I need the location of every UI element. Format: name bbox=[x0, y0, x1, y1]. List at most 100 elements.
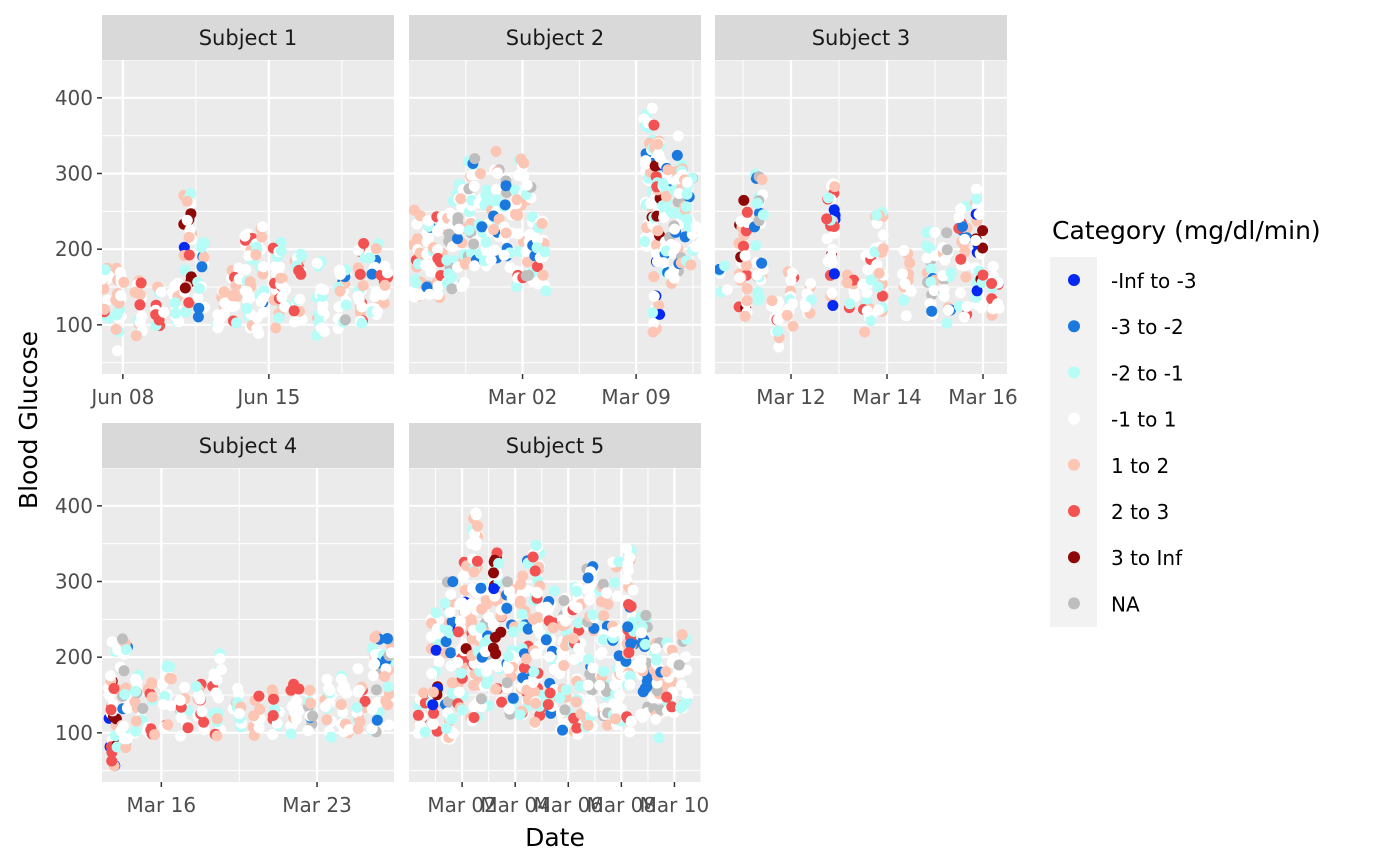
data-point bbox=[476, 221, 488, 233]
data-point bbox=[740, 259, 752, 271]
data-point bbox=[567, 632, 579, 644]
data-point bbox=[447, 241, 459, 253]
data-point bbox=[648, 317, 660, 329]
data-point bbox=[636, 627, 647, 639]
data-point bbox=[827, 300, 839, 311]
data-point bbox=[369, 632, 381, 644]
data-point bbox=[135, 277, 147, 289]
data-point bbox=[501, 677, 513, 689]
data-point bbox=[466, 538, 478, 550]
data-point bbox=[873, 267, 885, 279]
data-point bbox=[118, 276, 130, 288]
legend-key-1-to-1 bbox=[1068, 412, 1080, 425]
data-point bbox=[175, 712, 187, 723]
data-point bbox=[149, 729, 160, 741]
data-point bbox=[115, 290, 127, 302]
data-point bbox=[370, 649, 381, 661]
data-point bbox=[251, 312, 263, 324]
data-point bbox=[446, 616, 458, 628]
data-point bbox=[676, 679, 687, 691]
data-point bbox=[227, 290, 239, 302]
data-point bbox=[928, 285, 940, 296]
data-point bbox=[199, 237, 210, 249]
data-point bbox=[540, 285, 552, 297]
data-point bbox=[959, 233, 971, 245]
data-point bbox=[164, 672, 176, 684]
data-point bbox=[571, 585, 583, 597]
data-point bbox=[822, 192, 834, 204]
data-point bbox=[739, 310, 751, 322]
data-point bbox=[366, 723, 378, 735]
data-point bbox=[772, 314, 784, 326]
data-point bbox=[518, 157, 530, 169]
data-point bbox=[624, 679, 636, 691]
x-tick-label: Mar 10 bbox=[640, 793, 710, 817]
data-point bbox=[137, 703, 149, 714]
data-point bbox=[488, 567, 499, 579]
data-point bbox=[653, 732, 665, 744]
data-point bbox=[921, 252, 933, 264]
legend-label: 2 to 3 bbox=[1111, 500, 1169, 524]
y-tick-label: 200 bbox=[55, 645, 93, 669]
data-point bbox=[756, 257, 768, 269]
data-point bbox=[977, 269, 989, 281]
data-point bbox=[954, 287, 966, 299]
data-point bbox=[941, 317, 953, 329]
data-point bbox=[859, 326, 871, 338]
data-point bbox=[155, 286, 167, 298]
data-point bbox=[183, 249, 195, 261]
data-point bbox=[241, 302, 253, 314]
data-point bbox=[419, 726, 431, 738]
data-point bbox=[325, 731, 337, 743]
data-point bbox=[926, 305, 938, 317]
data-point bbox=[520, 270, 532, 282]
data-point bbox=[430, 644, 442, 656]
data-point bbox=[624, 726, 636, 738]
data-point bbox=[540, 634, 552, 646]
data-point bbox=[129, 696, 141, 708]
legend-key-na bbox=[1068, 597, 1080, 610]
data-point bbox=[432, 280, 444, 292]
data-point bbox=[741, 206, 753, 218]
data-point bbox=[582, 572, 594, 584]
data-point bbox=[597, 578, 609, 590]
data-point bbox=[459, 606, 471, 617]
data-point bbox=[554, 668, 566, 680]
data-point bbox=[476, 701, 487, 713]
data-point bbox=[752, 294, 764, 306]
data-point bbox=[648, 119, 660, 131]
data-point bbox=[158, 306, 170, 318]
data-point bbox=[531, 234, 543, 246]
data-point bbox=[193, 283, 205, 294]
data-point bbox=[647, 326, 659, 338]
data-point bbox=[544, 687, 556, 699]
facet-strip-label: Subject 5 bbox=[506, 434, 605, 458]
data-point bbox=[489, 244, 501, 256]
data-point bbox=[468, 180, 480, 192]
data-point bbox=[321, 714, 333, 726]
data-point bbox=[925, 276, 937, 288]
data-point bbox=[256, 231, 268, 243]
data-point bbox=[865, 274, 877, 286]
data-point bbox=[971, 285, 983, 297]
data-point bbox=[625, 638, 637, 650]
data-point bbox=[258, 292, 270, 304]
facet-strip bbox=[102, 423, 394, 468]
x-tick-label: Mar 23 bbox=[282, 793, 352, 817]
data-point bbox=[446, 283, 458, 295]
data-point bbox=[454, 615, 466, 627]
data-point bbox=[536, 218, 548, 229]
data-point bbox=[488, 583, 500, 595]
data-point bbox=[511, 194, 523, 206]
data-point bbox=[369, 291, 381, 303]
x-axis-title: Date bbox=[525, 823, 585, 852]
data-point bbox=[652, 138, 664, 150]
data-point bbox=[118, 665, 130, 677]
legend-title: Category (mg/dl/min) bbox=[1052, 216, 1321, 245]
data-point bbox=[146, 691, 158, 703]
data-point bbox=[787, 320, 799, 332]
data-point bbox=[430, 607, 442, 619]
data-point bbox=[130, 715, 142, 727]
data-point bbox=[527, 676, 539, 688]
data-point bbox=[943, 304, 954, 316]
